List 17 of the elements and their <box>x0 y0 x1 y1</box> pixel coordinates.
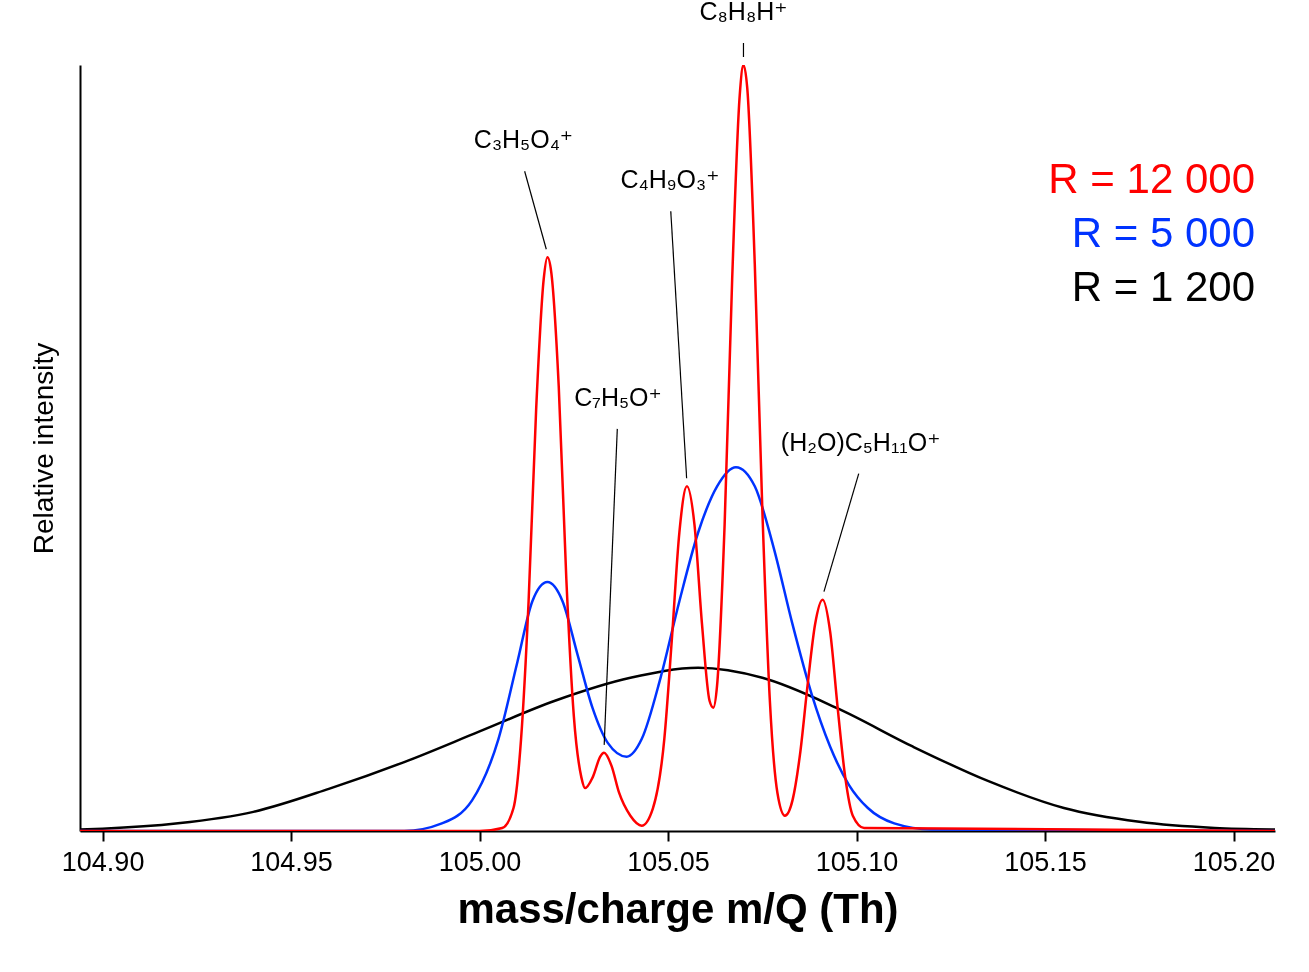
x-tick-label: 105.05 <box>627 846 710 877</box>
text: R = 12 000 <box>1048 155 1255 202</box>
text: R = 5 000 <box>1071 209 1255 256</box>
x-tick-label: 105.10 <box>815 846 899 877</box>
annotation: C₃H₅O₄⁺ <box>473 125 574 154</box>
x-tick-label: 104.95 <box>250 846 333 877</box>
y-axis-title: Relative intensity <box>27 342 59 555</box>
annotation: (H₂O)C₅H₁₁O⁺ <box>780 427 941 456</box>
text: R = 1 200 <box>1071 263 1255 310</box>
annotation: C₈H₈H⁺ <box>699 0 788 25</box>
annotation: C₄H₉O₃⁺ <box>620 165 720 194</box>
x-axis-title: mass/charge m/Q (Th) <box>457 884 899 932</box>
x-tick-label: 105.20 <box>1192 846 1276 877</box>
x-tick-label: 105.00 <box>438 846 522 877</box>
annotation: C₇H₅O⁺ <box>574 382 662 411</box>
x-tick-label: 104.90 <box>61 846 145 877</box>
x-tick-label: 105.15 <box>1004 846 1087 877</box>
